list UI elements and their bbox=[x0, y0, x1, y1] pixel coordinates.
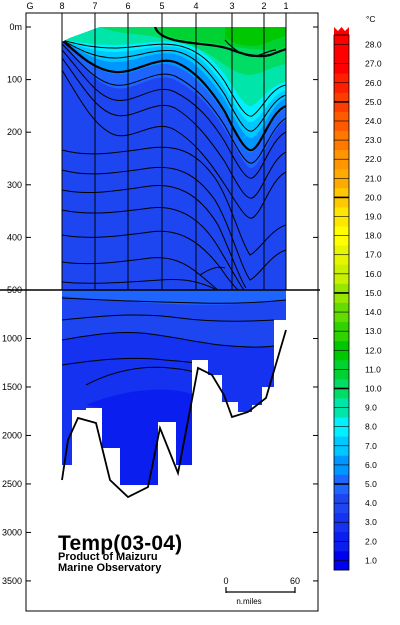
bathymetry-line bbox=[61, 329, 287, 499]
depth-label: 0m bbox=[9, 22, 22, 32]
colorbar-level-label: 3.0 bbox=[365, 517, 377, 527]
station-axis-label: G bbox=[26, 1, 33, 11]
depth-label: 3500 bbox=[2, 576, 22, 586]
depth-label: 200 bbox=[7, 127, 22, 137]
scale-bar-min-label: 0 bbox=[223, 576, 228, 586]
distance-scale-bar: 0 60 n.miles bbox=[223, 576, 300, 606]
colorbar-level-label: 23.0 bbox=[365, 135, 382, 145]
chart-title: Temp(03-04) bbox=[58, 532, 183, 555]
colorbar-level-label: 10.0 bbox=[365, 383, 382, 393]
colorbar-level-label: 4.0 bbox=[365, 498, 377, 508]
colorbar-level-label: 14.0 bbox=[365, 307, 382, 317]
colorbar-level-label: 15.0 bbox=[365, 288, 382, 298]
colorbar-top-arrow bbox=[334, 27, 349, 35]
upper-isotherms bbox=[62, 27, 286, 290]
depth-label: 400 bbox=[7, 232, 22, 242]
depth-label: 1500 bbox=[2, 382, 22, 392]
colorbar-level-label: 7.0 bbox=[365, 441, 377, 451]
colorbar-unit: °C bbox=[366, 14, 376, 24]
station-label: 3 bbox=[229, 1, 234, 11]
colorbar-level-label: 21.0 bbox=[365, 173, 382, 183]
station-label: 1 bbox=[283, 1, 288, 11]
colorbar-frame bbox=[333, 34, 350, 571]
colorbar-level-label: 2.0 bbox=[365, 536, 377, 546]
station-axis: G 8 7 6 5 4 3 2 1 bbox=[26, 1, 289, 290]
lower-section-temperature-field bbox=[62, 290, 286, 485]
depth-label: 300 bbox=[7, 180, 22, 190]
colorbar-level-label: 25.0 bbox=[365, 97, 382, 107]
colorbar-level-label: 5.0 bbox=[365, 479, 377, 489]
scale-bar-max-label: 60 bbox=[290, 576, 300, 586]
colorbar-level-label: 18.0 bbox=[365, 231, 382, 241]
colorbar: °C 1.0 2.0 3.0 4.0 5.0 6.0 7.0 8.0 9.0 10.0 11.0 12.… bbox=[333, 14, 382, 571]
plot-frame bbox=[25, 12, 319, 612]
station-label: 8 bbox=[59, 1, 64, 11]
station-label: 5 bbox=[159, 1, 164, 11]
colorbar-level-label: 8.0 bbox=[365, 422, 377, 432]
colorbar-level-label: 1.0 bbox=[365, 555, 377, 565]
colorbar-level-label: 13.0 bbox=[365, 326, 382, 336]
colorbar-level-label: 6.0 bbox=[365, 460, 377, 470]
depth-label: 2500 bbox=[2, 479, 22, 489]
scale-bar-unit-label: n.miles bbox=[236, 597, 261, 606]
station-label: 6 bbox=[125, 1, 130, 11]
station-label: 7 bbox=[92, 1, 97, 11]
depth-label: 500 bbox=[7, 285, 22, 295]
station-label: 2 bbox=[261, 1, 266, 11]
depth-label: 3000 bbox=[2, 527, 22, 537]
colorbar-level-label: 9.0 bbox=[365, 403, 377, 413]
depth-label: 2000 bbox=[2, 430, 22, 440]
colorbar-level-label: 17.0 bbox=[365, 250, 382, 260]
credit-line-1: Product of Maizuru bbox=[58, 551, 158, 563]
station-label: 4 bbox=[193, 1, 198, 11]
colorbar-level-label: 19.0 bbox=[365, 212, 382, 222]
colorbar-level-label: 11.0 bbox=[365, 364, 381, 374]
colorbar-level-label: 16.0 bbox=[365, 269, 382, 279]
depth-label: 1000 bbox=[2, 333, 22, 343]
colorbar-level-label: 24.0 bbox=[365, 116, 382, 126]
colorbar-level-label: 22.0 bbox=[365, 154, 382, 164]
credit-line-2: Marine Observatory bbox=[58, 562, 162, 574]
colorbar-level-label: 20.0 bbox=[365, 192, 382, 202]
depth-axis: 0m 100 200 300 400 500 1000 1500 2000 2500 3000 350… bbox=[2, 22, 318, 586]
colorbar-level-label: 12.0 bbox=[365, 345, 382, 355]
colorbar-level-label: 28.0 bbox=[365, 40, 382, 50]
colorbar-level-label: 27.0 bbox=[365, 59, 382, 69]
colorbar-level-label: 26.0 bbox=[365, 78, 382, 88]
depth-label: 100 bbox=[7, 75, 22, 85]
